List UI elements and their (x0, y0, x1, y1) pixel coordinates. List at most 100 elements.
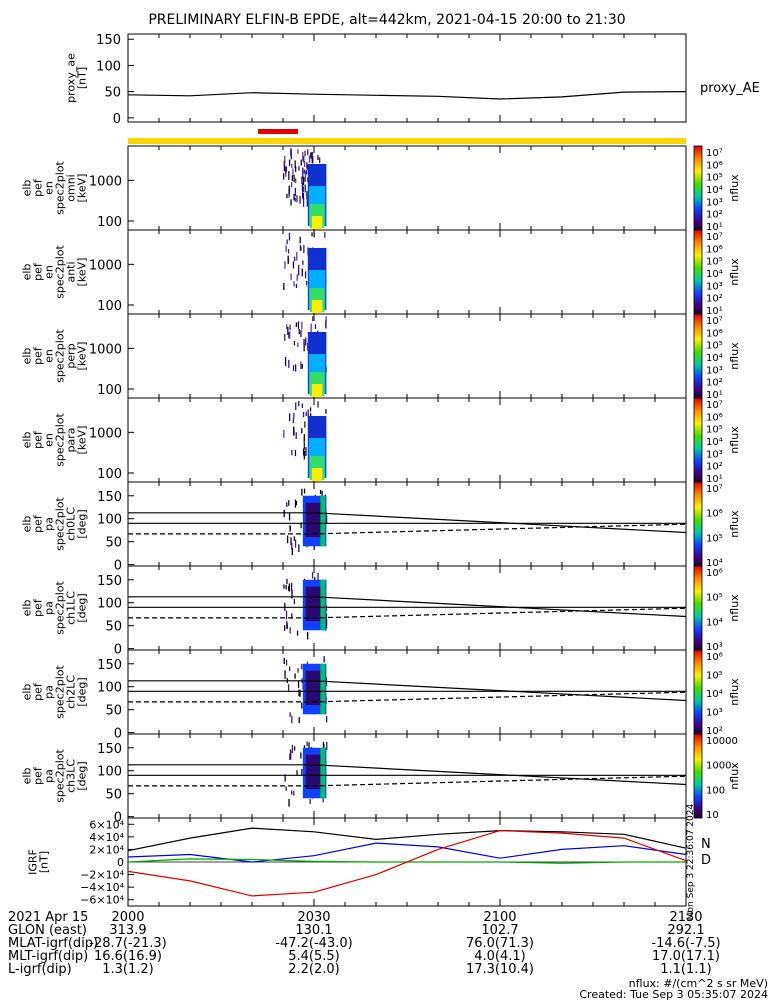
colorbar-tick-label: 10⁴ (706, 185, 723, 196)
y-tick-label: 50 (105, 620, 122, 635)
colorbar-tick-label: 10⁶ (706, 244, 723, 255)
spectrogram-pixel (307, 149, 309, 155)
pitch-angle-axis-label: elb (21, 600, 34, 617)
spectrogram-pixel (294, 197, 296, 202)
spectrogram-pixel (283, 173, 285, 180)
spectrogram-pixel (303, 343, 305, 352)
spectrogram-pixel (288, 171, 290, 180)
units-note: nflux: #/(cm^2 s sr MeV) (629, 977, 768, 990)
footer-value: 17.0(17.1) (652, 949, 720, 964)
igrf-panel: 6×10⁴4×10⁴2×10⁴0−2×10⁴−4×10⁴−6×10⁴IGRF[n… (27, 804, 712, 921)
y-tick-label: 50 (105, 704, 122, 719)
energy-spectrogram-axis-label: elb (21, 180, 34, 197)
igrf-axis-label: [nT] (38, 851, 51, 873)
spectrogram-pixel (291, 542, 293, 550)
colorbar-tick-label: 10² (706, 294, 723, 305)
colorbar-tick-label: 10⁵ (706, 257, 723, 268)
spectrogram-pixel (297, 668, 299, 673)
energy-spectrogram-axis-label: [keV] (76, 426, 89, 455)
spectrogram-pixel (295, 364, 297, 372)
spectrogram-pixel (291, 175, 293, 181)
spectrogram-pixel (306, 162, 308, 169)
y-tick-label: 150 (97, 658, 122, 673)
loss-cone-line (128, 764, 687, 786)
spectrogram-pixel (326, 742, 328, 751)
spectrogram-pixel (302, 174, 304, 179)
spectrogram-pixel (301, 428, 303, 434)
pitch-angle-axis-label: elb (21, 768, 34, 785)
pitch-angle-axis-label: pa (43, 769, 56, 783)
pitch-angle-flux-edge (320, 579, 326, 631)
spectrogram-pixel (284, 261, 286, 269)
pitch-angle-flux-core (305, 754, 324, 790)
proxy-ae-axis-label: [nT] (76, 67, 89, 89)
footer-value: -14.6(-7.5) (651, 936, 720, 951)
colorbar (693, 313, 703, 399)
pitch-angle-axis-label: ch0LC (65, 507, 78, 541)
spectrogram-pixel (289, 666, 291, 672)
energy-spectrogram-axis-label: spec2plot (54, 413, 67, 467)
spectrogram-pixel (311, 572, 314, 579)
spectrogram-pixel (285, 786, 287, 791)
spectrogram-pixel (303, 338, 305, 345)
igrf-d-legend: D (701, 853, 711, 868)
spectrogram-pixel (291, 548, 293, 555)
spectrogram-pixel (305, 169, 308, 175)
footer-value: -47.2(-43.0) (275, 936, 352, 951)
colorbar-label: nflux (728, 762, 741, 790)
loss-cone-line (128, 512, 687, 534)
pitch-angle-flux-edge (320, 747, 326, 799)
proxy-ae-axis-label: proxy_ae (65, 53, 78, 103)
spectrogram-pixel (298, 689, 300, 697)
colorbar-tick-label: 1000 (706, 761, 731, 772)
spectrogram-pixel (291, 613, 293, 619)
footer-row-label: MLAT-igrf(dip) (8, 936, 98, 951)
y-tick-label: −6×10⁴ (80, 894, 124, 907)
spectrogram-pixel (288, 583, 290, 592)
spectrogram-pixel (311, 156, 313, 164)
spectrogram-pixel (288, 512, 291, 521)
energy-spectrogram-axis-label: [keV] (76, 174, 89, 203)
plot-title: PRELIMINARY ELFIN-B EPDE, alt=442km, 202… (148, 12, 625, 28)
spectrogram-pixel (288, 332, 290, 339)
proxy-ae-line (127, 91, 687, 100)
flux-region-peak (311, 216, 323, 229)
footer-value: 4.0(4.1) (474, 949, 526, 964)
spectrogram-pixel (290, 199, 292, 206)
spectrogram-pixel (292, 418, 294, 424)
spectrogram-pixel (303, 448, 305, 456)
spectrogram-pixel (285, 611, 288, 620)
colorbar (693, 649, 703, 735)
spectrogram-pixel (301, 663, 303, 670)
spectrogram-pixel (300, 330, 302, 338)
energy-spectrogram-axis-label: [keV] (76, 258, 89, 287)
spectrogram-pixel (293, 536, 295, 541)
spectrogram-pixel (307, 409, 309, 418)
spectrogram-pixel (285, 245, 287, 252)
spectrogram-pixel (301, 182, 304, 192)
spectrogram-pixel (294, 539, 297, 548)
spectrogram-pixel (308, 155, 311, 163)
loss-cone-dashed-line (128, 607, 687, 619)
panel-frame (127, 33, 687, 123)
colorbar-tick-label: 10⁴ (706, 353, 723, 364)
spectrogram-pixel (304, 421, 306, 428)
energy-spectrogram-axis-label: en (43, 181, 56, 195)
spectrogram-pixel (304, 271, 307, 279)
spectrogram-pixel (323, 656, 325, 663)
spectrogram-pixel (289, 324, 291, 331)
y-tick-label: 150 (97, 490, 122, 505)
spectrogram-pixel (291, 450, 293, 456)
y-tick-label: 0 (114, 811, 122, 826)
pitch-angle-axis-label: pef (32, 598, 45, 617)
spectrogram-pixel (310, 323, 312, 333)
y-tick-label: 1000 (89, 342, 122, 357)
footer-value: 130.1 (295, 923, 332, 938)
spectrogram-pixel (284, 156, 286, 164)
energy-spectrogram-axis-label: spec2plot (54, 245, 67, 299)
spectrogram-pixel (321, 491, 323, 499)
spectrogram-pixel (288, 185, 291, 193)
